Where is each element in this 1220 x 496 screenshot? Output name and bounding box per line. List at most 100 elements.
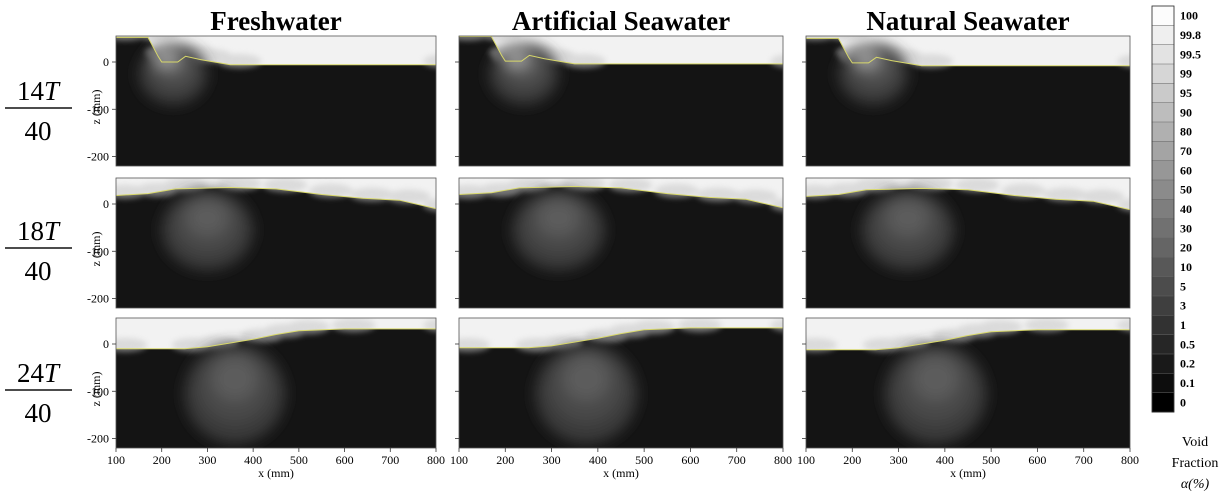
colorbar-swatch <box>1151 5 1175 26</box>
colorbar-title-line2: Fraction <box>1172 456 1219 471</box>
x-tick-label: 600 <box>1028 453 1046 467</box>
x-tick-label: 400 <box>936 453 954 467</box>
plume <box>861 189 955 271</box>
plume <box>838 43 908 105</box>
panel-frame <box>458 317 784 449</box>
colorbar-swatch <box>1151 353 1175 374</box>
x-tick-label: 200 <box>496 453 514 467</box>
colorbar-swatch <box>1151 44 1175 65</box>
colorbar-swatch <box>1151 295 1175 316</box>
colorbar-swatch <box>1151 199 1175 220</box>
colorbar-swatch <box>1151 257 1175 278</box>
x-tick-label: 300 <box>543 453 561 467</box>
colorbar-level-label: 0.5 <box>1180 337 1195 351</box>
foam-layer <box>806 178 1130 212</box>
x-tick-label: 700 <box>1075 453 1093 467</box>
x-tick-label: 500 <box>982 453 1000 467</box>
free-surface-line <box>459 327 783 349</box>
colorbar-swatch <box>1151 315 1175 336</box>
colorbar-level-label: 90 <box>1180 105 1192 119</box>
x-tick-label: 300 <box>890 453 908 467</box>
colorbar-level-label: 99.8 <box>1180 28 1201 42</box>
free-surface-line <box>116 328 436 350</box>
x-tick-label: 600 <box>681 453 699 467</box>
row-label-1-variable: T <box>44 76 61 106</box>
colorbar-swatch <box>1151 102 1175 123</box>
y-tick-label: 0 <box>103 55 109 69</box>
x-tick-label: 600 <box>336 453 354 467</box>
panel-frame <box>458 35 784 167</box>
row-label-3-variable: T <box>44 358 61 388</box>
row-label-2-numerator: 18 <box>17 216 44 246</box>
free-surface-line <box>806 187 1130 211</box>
y-axis-label: z (mm) <box>89 232 103 267</box>
y-tick-label: -100 <box>87 384 109 398</box>
x-tick-label: 500 <box>290 453 308 467</box>
panel-c2-r2 <box>455 177 784 309</box>
y-axis-label: z (mm) <box>89 90 103 125</box>
panel-c3-r3: 100 200 300 400 500 600 700 800 x (mm) <box>797 317 1139 480</box>
free-surface-line <box>459 185 783 209</box>
free-surface-line <box>459 36 783 65</box>
panel-c1-r3: 0 -100 -200 z (mm) 100 200 300 400 500 600 700 800 x… <box>87 317 445 480</box>
colorbar-level-label: 10 <box>1180 260 1192 274</box>
panel-frame <box>115 177 437 309</box>
colorbar-level-label: 0.2 <box>1180 357 1195 371</box>
colorbar-level-label: 100 <box>1180 9 1198 23</box>
svg-text:24T: 24T <box>17 358 61 388</box>
colorbar-title-line1: Void <box>1182 435 1208 450</box>
x-axis-label: x (mm) <box>950 466 986 480</box>
free-surface-line <box>806 329 1130 351</box>
x-tick-label: 800 <box>774 453 792 467</box>
row-label-3: 24T 40 <box>5 358 72 428</box>
panel-frame <box>805 317 1131 449</box>
colorbar-swatch <box>1151 83 1175 104</box>
row-label-1-denominator: 40 <box>25 116 52 146</box>
x-tick-label: 300 <box>198 453 216 467</box>
x-tick-label: 100 <box>450 453 468 467</box>
x-tick-label: 400 <box>244 453 262 467</box>
colorbar-swatch <box>1151 63 1175 84</box>
x-tick-label: 100 <box>797 453 815 467</box>
svg-text:18T: 18T <box>17 216 61 246</box>
row-label-1: 14T 40 <box>5 76 72 146</box>
colorbar-level-label: 20 <box>1180 241 1192 255</box>
panel-frame <box>805 35 1131 167</box>
plume <box>884 344 987 444</box>
svg-text:14T: 14T <box>17 76 61 106</box>
column-title-freshwater: Freshwater <box>210 6 341 36</box>
x-tick-label: 200 <box>153 453 171 467</box>
plume <box>535 344 638 444</box>
column-title-natural-seawater: Natural Seawater <box>866 6 1069 36</box>
panel-frame <box>115 35 437 167</box>
column-title-artificial-seawater: Artificial Seawater <box>512 6 730 36</box>
colorbar-frame <box>1151 5 1175 413</box>
x-tick-label: 700 <box>728 453 746 467</box>
row-label-1-numerator: 14 <box>17 76 45 106</box>
colorbar-level-label: 70 <box>1180 144 1192 158</box>
x-axis-label: x (mm) <box>603 466 639 480</box>
y-tick-label: 0 <box>103 337 109 351</box>
y-tick-label: -200 <box>87 150 109 164</box>
colorbar: 100 99.8 99.5 99 95 90 80 70 60 50 40 30 20 10 5 3 1 0.5 0… <box>1151 5 1219 492</box>
panel-frame <box>458 177 784 309</box>
free-surface-line <box>116 186 436 210</box>
panel-c1-r2: 0 -100 -200 z (mm) <box>87 177 437 309</box>
plume <box>161 189 254 271</box>
colorbar-level-label: 95 <box>1180 86 1192 100</box>
x-tick-label: 800 <box>1121 453 1139 467</box>
colorbar-level-label: 80 <box>1180 125 1192 139</box>
panel-c3-r1 <box>802 35 1131 167</box>
colorbar-level-label: 0.1 <box>1180 376 1195 390</box>
y-tick-label: -200 <box>87 292 109 306</box>
row-label-3-denominator: 40 <box>25 398 52 428</box>
panels: 0 -100 -200 z (mm) 0 -100 -200 z (mm) 0 -100 -200 z… <box>87 35 1139 480</box>
x-axis-label: x (mm) <box>258 466 294 480</box>
colorbar-swatch <box>1151 25 1175 46</box>
y-axis-label: z (mm) <box>89 372 103 407</box>
y-tick-label: -100 <box>87 244 109 258</box>
colorbar-level-label: 40 <box>1180 202 1192 216</box>
colorbar-swatch <box>1151 218 1175 239</box>
row-label-3-numerator: 24 <box>17 358 45 388</box>
panel-frame <box>805 177 1131 309</box>
